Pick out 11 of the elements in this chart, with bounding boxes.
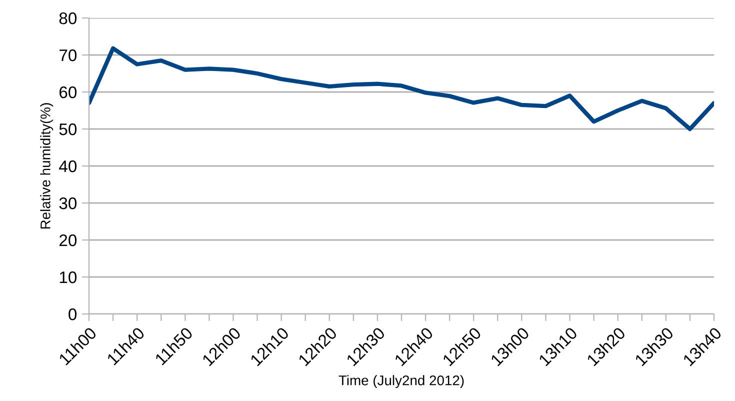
y-tick-label: 60	[60, 86, 77, 98]
y-tick-label: 10	[60, 271, 77, 284]
y-tick-label: 80	[59, 12, 77, 24]
y-tick-label: 40	[59, 160, 77, 172]
y-tick-label: 20	[59, 234, 77, 246]
y-tick-label: 30	[59, 197, 77, 210]
x-axis-title: Time (July2nd 2012)	[338, 375, 464, 388]
y-tick-label: 50	[59, 123, 77, 136]
y-tick-label: 70	[60, 49, 77, 62]
y-tick-label: 0	[68, 308, 77, 320]
y-axis-title: Relative humidity(%)	[40, 103, 54, 229]
